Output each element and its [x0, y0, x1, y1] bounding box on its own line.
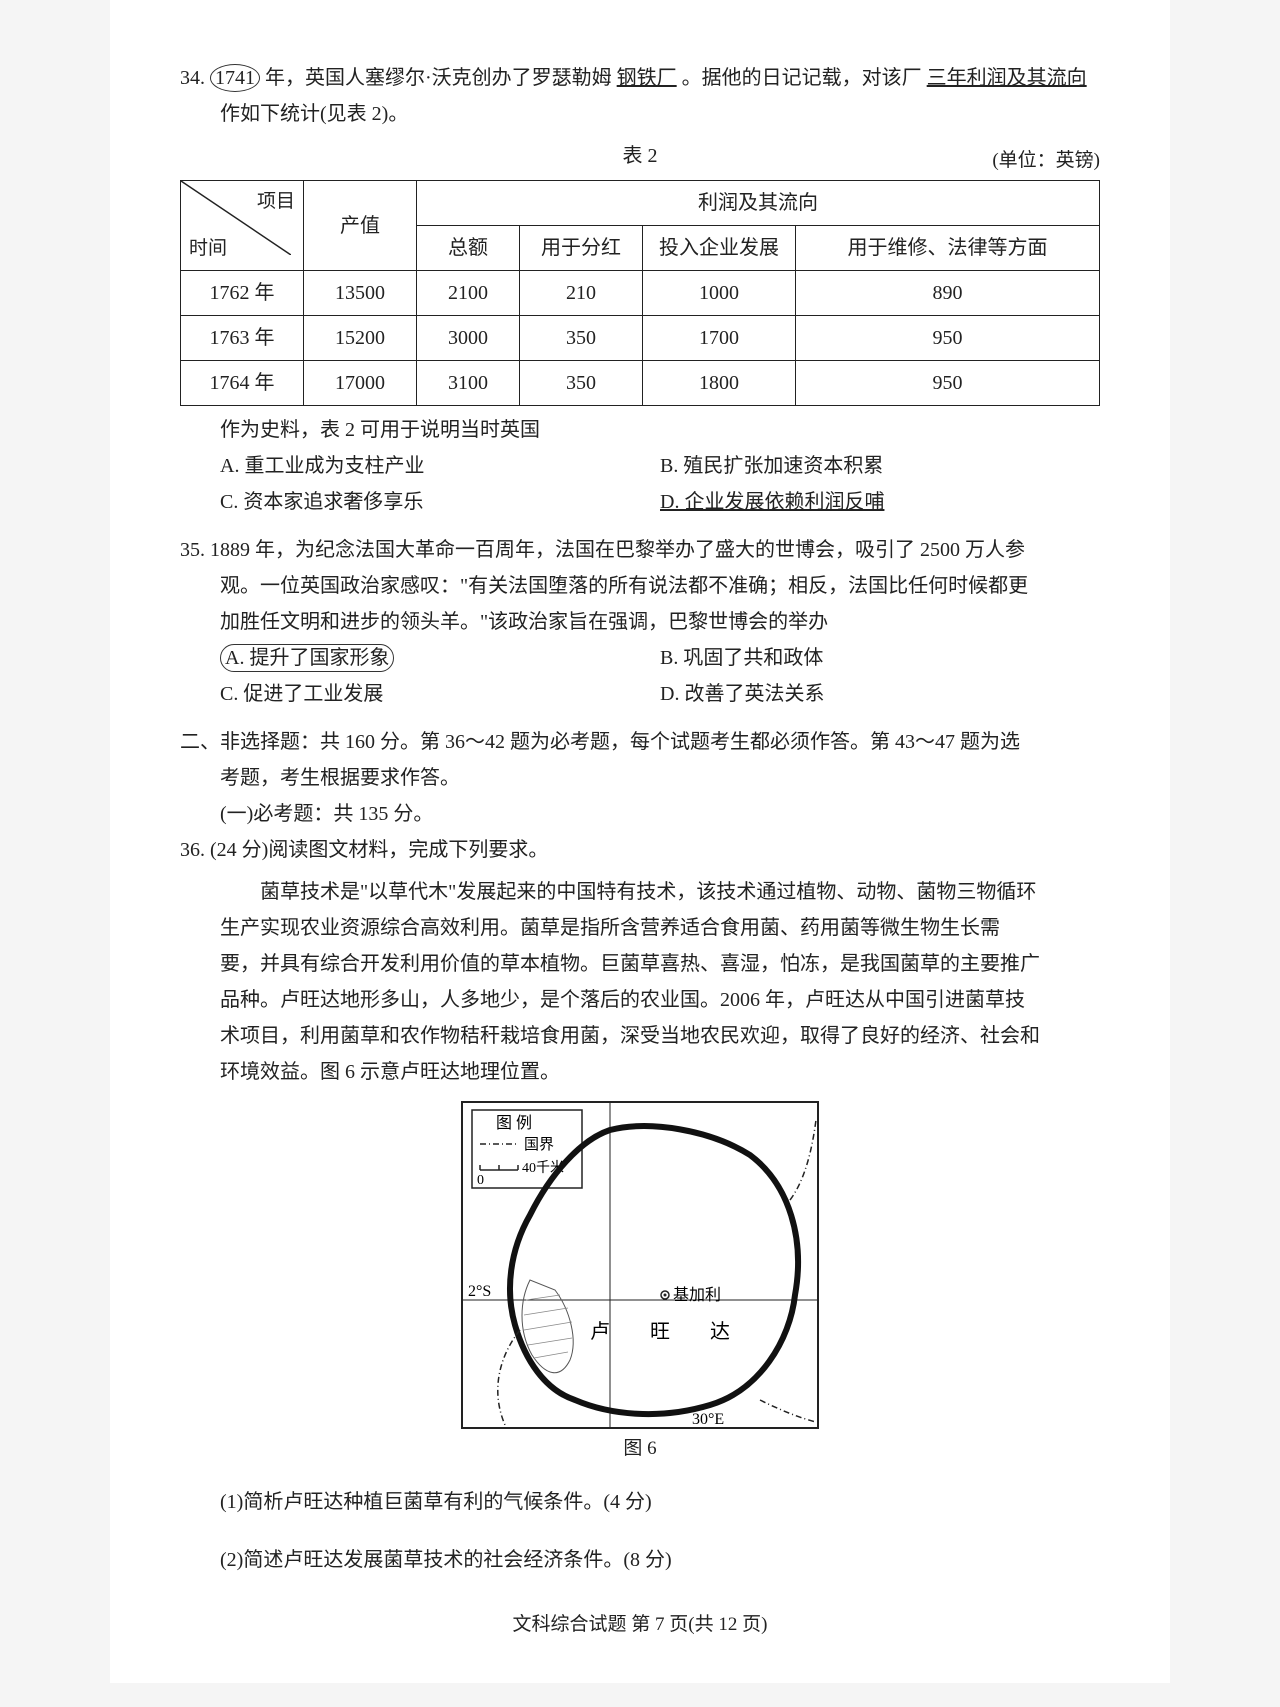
q34-stem: 作为史料，表 2 可用于说明当时英国	[220, 412, 1100, 448]
section2-header: 二、非选择题：共 160 分。第 36～42 题为必考题，每个试题考生都必须作答…	[180, 724, 1100, 796]
question-34: 34. 1741 年，英国人塞缪尔·沃克创办了罗瑟勒姆 钢铁厂 。据他的日记记载…	[180, 60, 1100, 520]
exam-page: 34. 1741 年，英国人塞缪尔·沃克创办了罗瑟勒姆 钢铁厂 。据他的日记记载…	[110, 0, 1170, 1683]
table-row: 1763 年 15200 3000 350 1700 950	[181, 316, 1100, 361]
map-svg: 图 例 国界 0 40千米 2°S 30°E	[460, 1100, 820, 1430]
svg-text:达: 达	[710, 1320, 730, 1343]
cell: 1763 年	[181, 316, 304, 361]
diag-bot: 时间	[189, 232, 227, 266]
col-fenhong: 用于分红	[520, 226, 643, 271]
cell: 3000	[417, 316, 520, 361]
q34-intro-c: 钢铁厂	[617, 67, 677, 89]
cell: 210	[520, 271, 643, 316]
diag-header-cell: 项目 时间	[181, 181, 304, 271]
cell: 3100	[417, 361, 520, 406]
q36-sub1: (1)简析卢旺达种植巨菌草有利的气候条件。(4 分)	[220, 1484, 1100, 1520]
svg-text:旺: 旺	[650, 1321, 670, 1343]
p-l4: 品种。卢旺达地形多山，人多地少，是个落后的农业国。2006 年，卢旺达从中国引进…	[220, 989, 1025, 1011]
map-figure: 图 例 国界 0 40千米 2°S 30°E	[460, 1100, 820, 1466]
legend-title: 图 例	[496, 1114, 532, 1132]
q36-number: 36.	[180, 839, 205, 861]
p-l2: 生产实现农业资源综合高效利用。菌草是指所含营养适合食用菌、药用菌等微生物生长需	[220, 917, 1000, 939]
section2-head2: 考题，考生根据要求作答。	[220, 767, 460, 789]
q34-number: 34.	[180, 67, 205, 89]
q35-line2: 观。一位英国政治家感叹："有关法国堕落的所有说法都不准确；相反，法国比任何时候都…	[220, 568, 1028, 604]
svg-text:卢: 卢	[590, 1320, 610, 1343]
cell: 1764 年	[181, 361, 304, 406]
q34-optB: B. 殖民扩张加速资本积累	[660, 448, 1100, 484]
p-l5: 术项目，利用菌草和农作物秸秆栽培食用菌，深受当地农民欢迎，取得了良好的经济、社会…	[220, 1025, 1040, 1047]
col-profit-group: 利润及其流向	[417, 181, 1100, 226]
q35-line3: 加胜任文明和进步的领头羊。"该政治家旨在强调，巴黎世博会的举办	[220, 604, 828, 640]
section2-sub: (一)必考题：共 135 分。	[220, 796, 1100, 832]
q34-intro-e: 三年利润及其流向	[927, 67, 1087, 89]
col-weixiu: 用于维修、法律等方面	[796, 226, 1100, 271]
q34-optA: A. 重工业成为支柱产业	[220, 448, 660, 484]
q36-sub2: (2)简述卢旺达发展菌草技术的社会经济条件。(8 分)	[220, 1542, 1100, 1578]
q35-optC: C. 促进了工业发展	[220, 676, 660, 712]
cell: 350	[520, 361, 643, 406]
q35-optB: B. 巩固了共和政体	[660, 640, 1100, 676]
page-footer: 文科综合试题 第 7 页(共 12 页)	[180, 1608, 1100, 1642]
col-invest: 投入企业发展	[643, 226, 796, 271]
q34-optC: C. 资本家追求奢侈享乐	[220, 484, 660, 520]
q35-optA: A. 提升了国家形象	[220, 644, 394, 672]
cell: 2100	[417, 271, 520, 316]
cell: 1700	[643, 316, 796, 361]
cell: 13500	[304, 271, 417, 316]
col-total: 总额	[417, 226, 520, 271]
table-row: 1762 年 13500 2100 210 1000 890	[181, 271, 1100, 316]
q34-optD: D. 企业发展依赖利润反哺	[660, 484, 1100, 520]
cell: 1762 年	[181, 271, 304, 316]
q36-passage: 菌草技术是"以草代木"发展起来的中国特有技术，该技术通过植物、动物、菌物三物循环…	[220, 874, 1100, 1090]
cell: 950	[796, 361, 1100, 406]
p-l3: 要，并具有综合开发利用价值的草本植物。巨菌草喜热、喜湿，怕冻，是我国菌草的主要推…	[220, 953, 1040, 975]
cell: 350	[520, 316, 643, 361]
q35-line1: 1889 年，为纪念法国大革命一百周年，法国在巴黎举办了盛大的世博会，吸引了 2…	[210, 539, 1025, 561]
q34-intro-b: 年，英国人塞缪尔·沃克创办了罗瑟勒姆	[265, 67, 612, 89]
svg-text:0: 0	[477, 1173, 484, 1188]
p-l1: 菌草技术是"以草代木"发展起来的中国特有技术，该技术通过植物、动物、菌物三物循环	[260, 881, 1036, 903]
q34-intro-f: 作如下统计(见表 2)。	[220, 103, 408, 125]
q34-intro-d: 。据他的日记记载，对该厂	[682, 67, 922, 89]
cell: 950	[796, 316, 1100, 361]
table-row: 1764 年 17000 3100 350 1800 950	[181, 361, 1100, 406]
question-36: 36. (24 分)阅读图文材料，完成下列要求。 菌草技术是"以草代木"发展起来…	[180, 832, 1100, 1578]
cell: 17000	[304, 361, 417, 406]
q36-head: (24 分)阅读图文材料，完成下列要求。	[210, 839, 548, 861]
q35-options: A. 提升了国家形象 B. 巩固了共和政体 C. 促进了工业发展 D. 改善了英…	[220, 640, 1100, 712]
col-chanzhi: 产值	[304, 181, 417, 271]
section2-head1: 二、非选择题：共 160 分。第 36～42 题为必考题，每个试题考生都必须作答…	[180, 731, 1020, 753]
q35-optD: D. 改善了英法关系	[660, 676, 1100, 712]
svg-text:基加利: 基加利	[673, 1286, 721, 1304]
table2: 项目 时间 产值 利润及其流向 总额 用于分红 投入企业发展 用于维修、法律等方…	[180, 180, 1100, 406]
diag-top: 项目	[257, 185, 295, 219]
cell: 890	[796, 271, 1100, 316]
question-35: 35. 1889 年，为纪念法国大革命一百周年，法国在巴黎举办了盛大的世博会，吸…	[180, 532, 1100, 712]
cell: 15200	[304, 316, 417, 361]
fig6-label: 图 6	[460, 1432, 820, 1466]
q34-year-circled: 1741	[210, 64, 260, 92]
q35-number: 35.	[180, 539, 205, 561]
cell: 1800	[643, 361, 796, 406]
cell: 1000	[643, 271, 796, 316]
p-l6: 环境效益。图 6 示意卢旺达地理位置。	[220, 1061, 560, 1083]
q34-options: A. 重工业成为支柱产业 B. 殖民扩张加速资本积累 C. 资本家追求奢侈享乐 …	[220, 448, 1100, 520]
svg-text:2°S: 2°S	[468, 1283, 491, 1300]
svg-text:30°E: 30°E	[692, 1411, 724, 1428]
table-row: 项目 时间 产值 利润及其流向	[181, 181, 1100, 226]
legend-border: 国界	[524, 1136, 554, 1153]
